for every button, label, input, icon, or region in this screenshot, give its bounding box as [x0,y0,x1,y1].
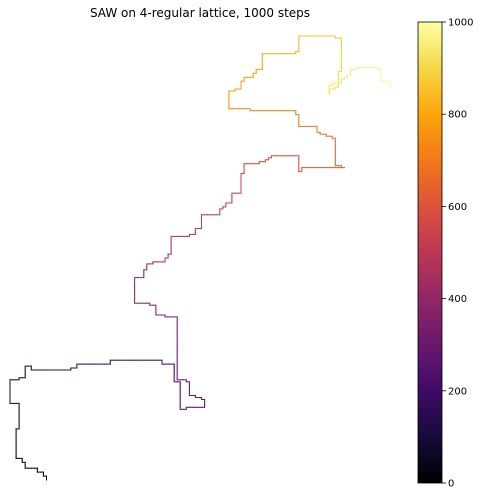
colorbar-tick-label: 800 [448,110,467,121]
colorbar: 0 200 400 600 800 1000 [418,18,473,490]
colorbar-ticks: 0 200 400 600 800 1000 [442,18,473,490]
colorbar-tick-label: 200 [448,386,467,397]
colorbar-tick-label: 1000 [448,18,473,29]
colorbar-tick-label: 400 [448,294,467,305]
walk-path [10,36,390,480]
colorbar-tick-label: 0 [448,479,454,490]
chart-title: SAW on 4-regular lattice, 1000 steps [90,6,310,20]
colorbar-gradient [418,22,442,483]
colorbar-tick-label: 600 [448,202,467,213]
